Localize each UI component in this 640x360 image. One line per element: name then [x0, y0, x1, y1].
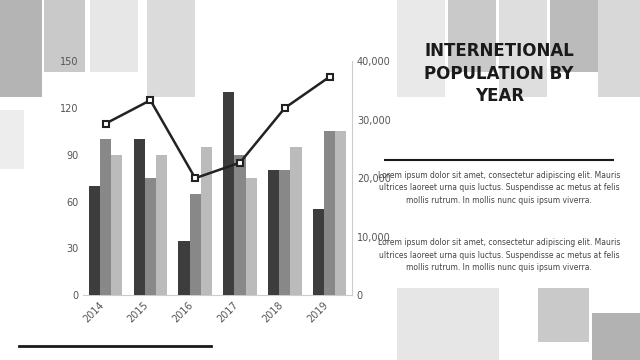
- Bar: [246, 178, 257, 295]
- Bar: [134, 139, 145, 295]
- Bar: [397, 288, 499, 360]
- Bar: [313, 210, 324, 295]
- Bar: [147, 0, 195, 97]
- Bar: [100, 139, 111, 295]
- Bar: [291, 147, 301, 295]
- Bar: [234, 155, 246, 295]
- Bar: [89, 186, 100, 295]
- Bar: [156, 155, 167, 295]
- Bar: [550, 0, 598, 72]
- Bar: [335, 131, 346, 295]
- Bar: [598, 0, 640, 97]
- Bar: [201, 147, 212, 295]
- Bar: [268, 170, 279, 295]
- Bar: [397, 0, 445, 97]
- Bar: [279, 170, 291, 295]
- Bar: [223, 93, 234, 295]
- Bar: [592, 313, 640, 360]
- Text: Lorem ipsum dolor sit amet, consectetur adipiscing elit. Mauris
ultrices laoreet: Lorem ipsum dolor sit amet, consectetur …: [378, 171, 620, 205]
- Bar: [90, 0, 138, 72]
- Text: Lorem ipsum dolor sit amet, consectetur adipiscing elit. Mauris
ultrices laoreet: Lorem ipsum dolor sit amet, consectetur …: [378, 238, 620, 272]
- Bar: [111, 155, 122, 295]
- Bar: [179, 240, 189, 295]
- Bar: [324, 131, 335, 295]
- Bar: [44, 0, 85, 72]
- Bar: [0, 110, 24, 169]
- Bar: [448, 0, 496, 72]
- Bar: [189, 194, 201, 295]
- Bar: [0, 0, 42, 97]
- Bar: [499, 0, 547, 97]
- Text: INTERNETIONAL
POPULATION BY
YEAR: INTERNETIONAL POPULATION BY YEAR: [424, 42, 574, 105]
- Bar: [538, 288, 589, 342]
- Bar: [145, 178, 156, 295]
